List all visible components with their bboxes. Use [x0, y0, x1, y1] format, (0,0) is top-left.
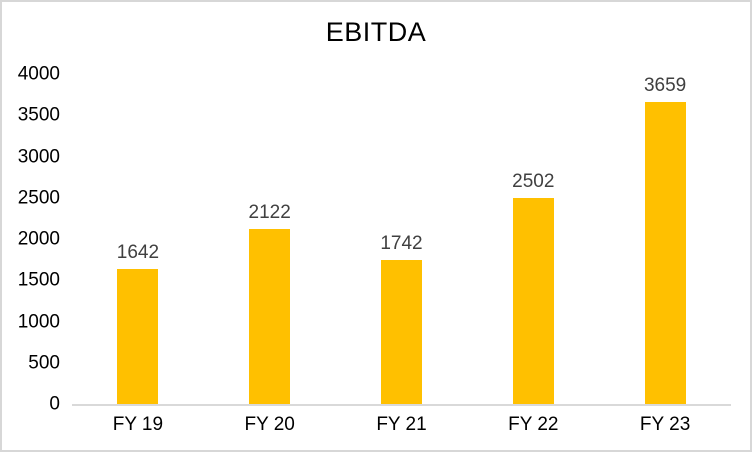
y-axis: 0 500 1000 1500 2000 2500 3000 3500 4000: [2, 65, 60, 414]
x-axis-category-label: FY 22: [508, 414, 559, 435]
y-axis-tick-label: 2500: [17, 187, 60, 209]
data-label: 2502: [512, 170, 555, 192]
bar-group-fy21: 1742: [336, 74, 468, 404]
y-axis-tick-label: 0: [49, 393, 60, 415]
data-label: 2122: [248, 201, 291, 223]
y-axis-tick-label: 2000: [17, 228, 60, 250]
bar-group-fy23: 3659: [599, 74, 731, 404]
data-label: 1742: [380, 233, 423, 255]
bar[interactable]: [512, 197, 554, 404]
y-axis-tick-label: 500: [28, 352, 60, 374]
y-axis-tick-label: 1000: [17, 311, 60, 332]
data-label: 1642: [116, 241, 160, 263]
bar-group-fy19: 1642: [72, 74, 204, 404]
bar-group-fy20: 2122: [204, 74, 336, 404]
x-axis-line: [72, 404, 731, 406]
bar[interactable]: [117, 268, 159, 404]
y-axis-tick-label: 1500: [17, 269, 60, 291]
x-axis-category-label: FY 23: [639, 414, 691, 435]
chart-title: EBITDA: [325, 17, 427, 47]
bar-series: 1642 2122 1742 2502 3659: [72, 74, 731, 404]
x-axis-category-label: FY 19: [112, 414, 164, 435]
bar[interactable]: [644, 102, 686, 404]
bar[interactable]: [249, 228, 291, 404]
data-label: 3659: [643, 75, 687, 97]
plot-area: 1642 2122 1742 2502 3659: [72, 74, 731, 406]
bar-group-fy22: 2502: [467, 74, 599, 404]
x-axis-category-label: FY 20: [244, 414, 295, 435]
y-axis-tick-label: 3000: [17, 146, 60, 167]
x-axis: FY 19 FY 20 FY 21 FY 22 FY 23: [72, 414, 731, 436]
x-axis-category-label: FY 21: [376, 414, 427, 435]
y-axis-tick-label: 3500: [17, 104, 60, 126]
bar[interactable]: [380, 260, 422, 404]
y-axis-tick-label: 4000: [17, 63, 60, 85]
